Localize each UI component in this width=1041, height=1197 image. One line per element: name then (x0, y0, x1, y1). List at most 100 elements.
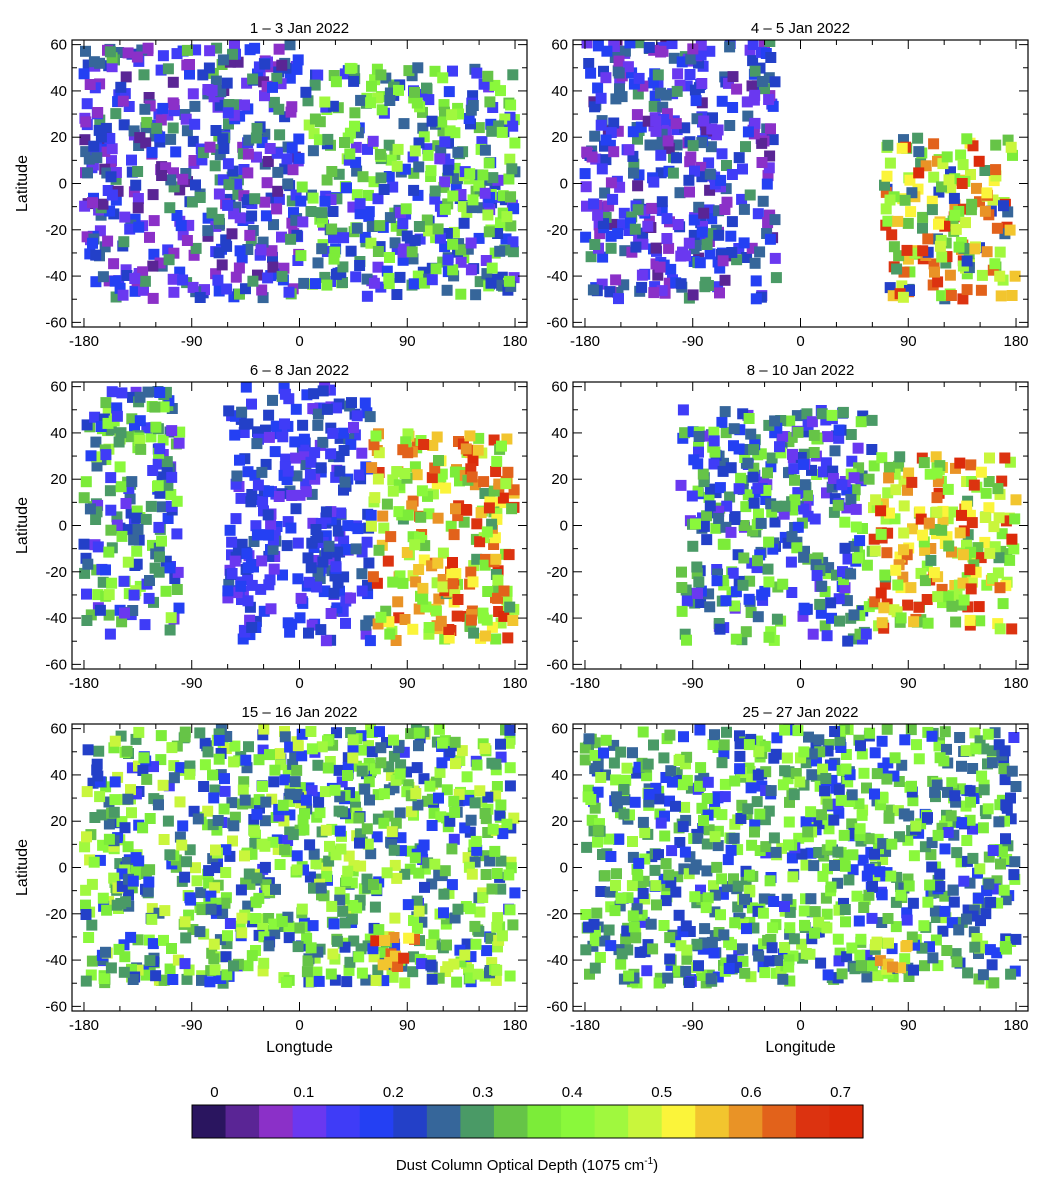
data-point (671, 767, 683, 779)
data-point (1010, 781, 1022, 792)
data-point (310, 524, 322, 535)
data-point (325, 968, 337, 980)
data-point (694, 724, 706, 736)
data-point (162, 244, 174, 256)
data-point (292, 740, 304, 752)
data-point (944, 269, 956, 281)
data-point (294, 782, 306, 794)
data-point (689, 165, 700, 177)
data-point (402, 779, 414, 791)
data-point (744, 575, 756, 587)
data-point (212, 815, 224, 826)
data-point (676, 605, 688, 617)
data-point (269, 551, 281, 562)
data-point (109, 735, 121, 747)
data-point (585, 67, 597, 79)
data-point (165, 133, 177, 145)
data-point (462, 852, 474, 864)
data-point (397, 246, 409, 258)
data-point (751, 562, 763, 574)
data-point (486, 621, 498, 633)
data-point (217, 908, 229, 919)
data-point (365, 848, 377, 860)
data-point (888, 604, 900, 616)
data-point (144, 864, 156, 876)
data-point (896, 759, 908, 771)
data-point (250, 615, 262, 627)
data-point (719, 406, 731, 418)
data-point (196, 904, 208, 916)
data-point (463, 861, 475, 873)
data-point (220, 951, 232, 963)
data-point (422, 149, 434, 161)
data-point (502, 466, 514, 478)
data-point (262, 156, 274, 167)
data-point (720, 427, 732, 439)
data-point (717, 465, 729, 477)
data-point (224, 56, 236, 68)
data-point (465, 814, 477, 826)
data-point (659, 830, 671, 842)
data-point (902, 599, 914, 611)
data-point (206, 85, 218, 96)
data-point (203, 877, 215, 889)
data-point (764, 233, 776, 245)
data-point (932, 829, 944, 841)
data-point (83, 153, 95, 165)
data-point (419, 881, 430, 893)
data-point (109, 776, 121, 788)
data-point (832, 846, 844, 858)
data-point (368, 439, 380, 451)
data-point (996, 475, 1008, 487)
colorbar-cell (393, 1105, 428, 1138)
data-point (203, 62, 215, 74)
data-point (217, 133, 229, 145)
y-tick-label: -40 (546, 610, 568, 627)
data-point (856, 809, 868, 821)
data-point (449, 585, 461, 597)
data-point (748, 128, 760, 140)
data-point (347, 201, 359, 213)
data-point (384, 95, 396, 106)
data-point (277, 569, 288, 581)
data-point (825, 597, 837, 609)
data-point (419, 540, 431, 552)
data-point (179, 871, 191, 883)
data-point (782, 537, 794, 549)
data-point (131, 505, 143, 517)
data-point (183, 909, 195, 921)
data-point (721, 500, 733, 512)
data-point (811, 755, 822, 767)
data-point (679, 427, 691, 439)
data-point (494, 245, 506, 257)
data-point (331, 602, 343, 614)
data-point (143, 92, 155, 103)
data-point (771, 732, 783, 744)
data-point (221, 283, 233, 295)
colorbar-cell (292, 1105, 327, 1138)
data-point (483, 226, 495, 238)
data-point (765, 123, 776, 135)
data-point (476, 136, 488, 148)
data-point (936, 251, 948, 263)
data-point (421, 82, 432, 94)
data-point (364, 411, 376, 423)
panel-title: 6 – 8 Jan 2022 (250, 362, 349, 379)
data-point (213, 753, 225, 765)
data-point (449, 912, 461, 924)
data-point (709, 889, 721, 901)
data-point (215, 748, 227, 759)
data-point (136, 44, 148, 56)
data-point (317, 436, 329, 448)
data-point (344, 127, 356, 139)
data-point (921, 560, 933, 572)
data-point (666, 40, 678, 50)
data-point (662, 972, 674, 984)
data-point (943, 174, 955, 186)
data-point (962, 904, 974, 916)
data-point (418, 773, 430, 785)
data-point (292, 941, 304, 953)
data-point (418, 277, 430, 289)
data-point (416, 845, 428, 857)
